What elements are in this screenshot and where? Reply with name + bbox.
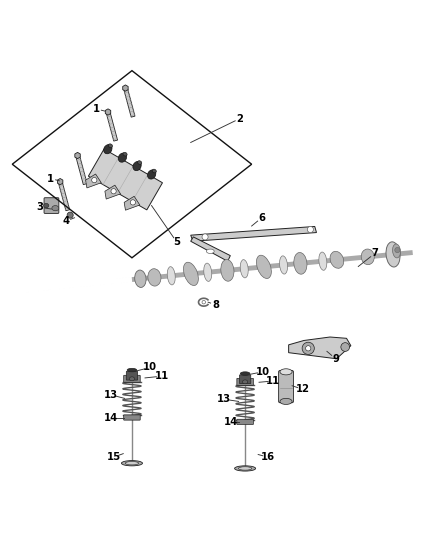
Text: 11: 11 [155, 371, 169, 381]
Text: 15: 15 [106, 452, 121, 462]
Ellipse shape [44, 204, 49, 208]
Ellipse shape [279, 256, 287, 274]
Ellipse shape [240, 260, 248, 278]
FancyBboxPatch shape [240, 375, 251, 384]
Polygon shape [123, 85, 128, 91]
Ellipse shape [148, 269, 161, 286]
Ellipse shape [204, 263, 212, 281]
Polygon shape [106, 111, 117, 141]
Polygon shape [88, 149, 162, 210]
Polygon shape [289, 337, 351, 359]
Polygon shape [58, 181, 70, 211]
Circle shape [306, 346, 311, 351]
Ellipse shape [221, 260, 234, 281]
Circle shape [67, 212, 73, 218]
Text: 10: 10 [143, 362, 157, 373]
Ellipse shape [52, 206, 59, 211]
Text: 1: 1 [93, 104, 100, 114]
Text: 14: 14 [104, 413, 118, 423]
Ellipse shape [392, 244, 400, 258]
Ellipse shape [108, 144, 113, 148]
Ellipse shape [134, 270, 146, 287]
Ellipse shape [167, 266, 175, 285]
Ellipse shape [121, 461, 142, 466]
Text: 12: 12 [296, 384, 310, 394]
Circle shape [202, 234, 208, 240]
FancyBboxPatch shape [124, 415, 140, 420]
Ellipse shape [133, 161, 141, 171]
Ellipse shape [138, 161, 142, 165]
Polygon shape [76, 155, 87, 184]
Text: 1: 1 [47, 174, 54, 183]
Ellipse shape [256, 255, 272, 279]
Text: 2: 2 [237, 114, 244, 124]
Ellipse shape [118, 153, 127, 162]
Polygon shape [191, 237, 230, 261]
Ellipse shape [129, 377, 134, 381]
Circle shape [92, 177, 97, 183]
FancyBboxPatch shape [279, 370, 293, 403]
Text: 13: 13 [217, 394, 231, 404]
Ellipse shape [127, 368, 137, 372]
Text: 9: 9 [332, 354, 339, 364]
Text: 7: 7 [371, 248, 378, 259]
Circle shape [302, 342, 314, 354]
FancyBboxPatch shape [237, 419, 253, 424]
Ellipse shape [243, 380, 248, 384]
Text: 3: 3 [36, 203, 43, 212]
Ellipse shape [148, 170, 156, 179]
Ellipse shape [152, 169, 156, 173]
Circle shape [111, 189, 116, 194]
Circle shape [130, 200, 135, 205]
Ellipse shape [123, 152, 127, 156]
Polygon shape [105, 185, 120, 199]
Text: 8: 8 [212, 300, 219, 310]
Ellipse shape [104, 144, 112, 154]
FancyBboxPatch shape [124, 375, 140, 382]
Polygon shape [105, 109, 111, 115]
Polygon shape [124, 196, 140, 210]
Polygon shape [85, 174, 101, 188]
Ellipse shape [184, 262, 198, 286]
Ellipse shape [280, 398, 292, 405]
Ellipse shape [361, 249, 374, 265]
Text: 10: 10 [255, 367, 269, 377]
Ellipse shape [330, 252, 344, 268]
FancyBboxPatch shape [237, 378, 253, 385]
Circle shape [395, 247, 400, 253]
Ellipse shape [240, 372, 250, 375]
Ellipse shape [386, 242, 400, 267]
FancyBboxPatch shape [44, 198, 59, 213]
Ellipse shape [294, 253, 307, 274]
Text: 5: 5 [173, 237, 180, 247]
Text: 11: 11 [266, 376, 280, 386]
Ellipse shape [280, 369, 292, 375]
Polygon shape [191, 227, 317, 241]
Polygon shape [124, 87, 135, 117]
Text: 14: 14 [224, 417, 238, 427]
Text: 13: 13 [104, 390, 118, 400]
Polygon shape [57, 179, 63, 185]
Polygon shape [75, 152, 80, 159]
Circle shape [341, 343, 350, 351]
Circle shape [307, 227, 314, 232]
Ellipse shape [125, 462, 139, 465]
Ellipse shape [319, 252, 327, 270]
Text: 4: 4 [62, 216, 69, 226]
Ellipse shape [235, 466, 256, 471]
Ellipse shape [206, 249, 214, 254]
FancyBboxPatch shape [126, 372, 138, 380]
Ellipse shape [238, 467, 252, 470]
Circle shape [202, 301, 205, 304]
Text: 16: 16 [261, 452, 275, 462]
Text: 6: 6 [258, 213, 265, 223]
